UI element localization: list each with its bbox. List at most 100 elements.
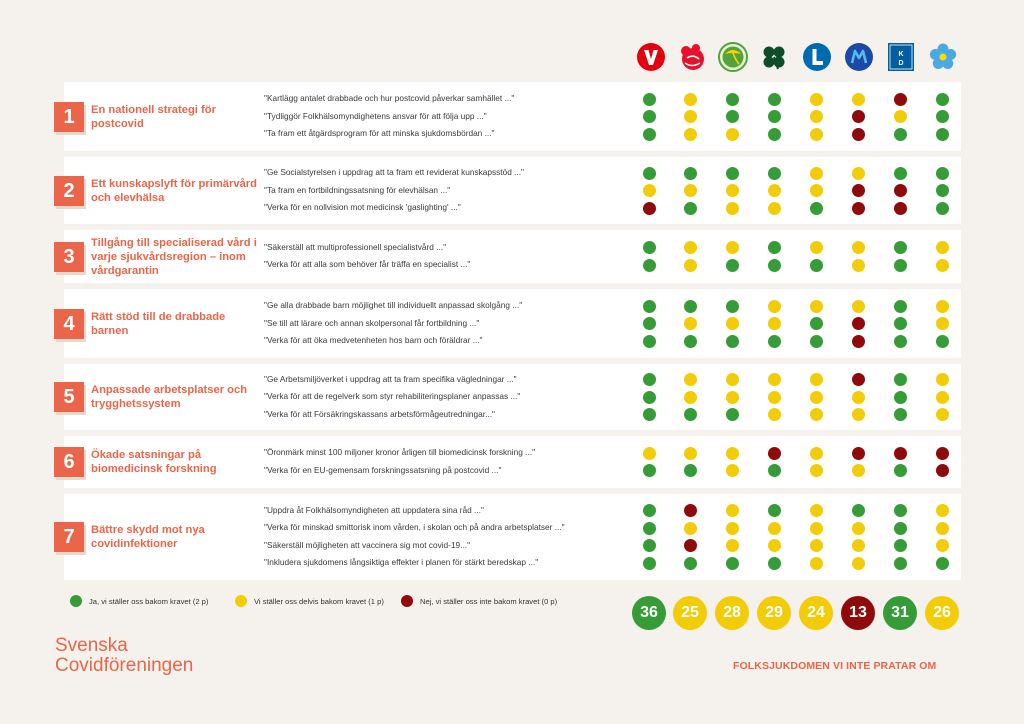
rating-dot-l bbox=[809, 539, 823, 553]
demand-text: "Kartlägg antalet drabbade och hur postc… bbox=[264, 93, 515, 103]
rating-dot-sd bbox=[935, 556, 949, 570]
demand-text: "Ge alla drabbade barn möjlighet till in… bbox=[264, 300, 523, 310]
l-logo-icon bbox=[802, 42, 832, 72]
rating-dot-c bbox=[767, 408, 781, 421]
rating-dot-mp bbox=[725, 446, 739, 460]
yellow-dot-icon bbox=[235, 595, 247, 607]
brand-logo-text: Svenska Covidföreningen bbox=[55, 636, 193, 676]
section-title: Tillgång till specialiserad vård i varje… bbox=[91, 236, 257, 277]
brand-line-1: Svenska bbox=[55, 635, 128, 656]
rating-dot-sd bbox=[935, 521, 949, 535]
rating-dot-sd bbox=[935, 446, 949, 460]
brand-line-2: Covidföreningen bbox=[55, 655, 194, 676]
rating-dot-kd bbox=[893, 241, 907, 255]
section-number-badge: 6 bbox=[54, 447, 84, 477]
rating-dot-l bbox=[809, 408, 823, 421]
rating-dot-sd bbox=[935, 539, 949, 553]
section-title: Rätt stöd till de drabbade barnen bbox=[91, 310, 226, 337]
svg-text:D: D bbox=[898, 60, 903, 67]
rating-dot-mp bbox=[725, 408, 739, 421]
rating-dot-kd bbox=[893, 184, 907, 197]
demand-text: "Verka för en nollvision mot medicinsk '… bbox=[264, 202, 461, 212]
rating-dot-m bbox=[851, 504, 865, 518]
rating-dot-mp bbox=[725, 184, 739, 197]
rating-dot-s bbox=[683, 258, 697, 272]
rating-dot-m bbox=[851, 539, 865, 553]
rating-dot-c bbox=[767, 464, 781, 478]
rating-dot-v bbox=[642, 166, 656, 180]
rating-dot-kd bbox=[893, 127, 907, 141]
section-number-badge: 1 bbox=[54, 101, 84, 132]
demand-text: "Verka för att alla som behöver får träf… bbox=[264, 259, 471, 270]
c-clover-logo-icon bbox=[759, 42, 789, 72]
section-title: Anpassade arbetsplatser och trygghetssys… bbox=[91, 384, 248, 410]
rating-dot-mp bbox=[725, 556, 739, 570]
rating-dot-sd bbox=[935, 110, 949, 123]
rating-dot-mp bbox=[725, 521, 739, 535]
rating-dot-s bbox=[683, 92, 697, 106]
rating-dot-s bbox=[683, 241, 697, 255]
total-score-s: 25 bbox=[673, 596, 707, 630]
rating-dot-v bbox=[642, 110, 656, 123]
section-title: Bättre skydd mot nya covidinfektioner bbox=[91, 524, 205, 550]
demand-text: "Ta fram en fortbildningssatsning för el… bbox=[264, 184, 451, 195]
rating-dot-s bbox=[683, 446, 697, 460]
rating-dot-v bbox=[642, 373, 656, 386]
rating-dot-s bbox=[683, 127, 697, 141]
demand-text: "Ta fram ett åtgärdsprogram för att mins… bbox=[264, 128, 495, 138]
rating-dot-mp bbox=[725, 334, 739, 348]
rating-dot-sd bbox=[935, 408, 949, 421]
total-score-c: 29 bbox=[757, 596, 791, 630]
rating-dot-kd bbox=[893, 446, 907, 460]
rating-dot-mp bbox=[725, 539, 739, 553]
rating-dot-v bbox=[642, 241, 656, 255]
rating-dot-sd bbox=[935, 373, 949, 386]
rating-dot-c bbox=[767, 373, 781, 386]
sd-flower-logo-icon bbox=[928, 42, 958, 72]
legend-label: Nej, vi ställer oss inte bakom kravet (0… bbox=[420, 596, 558, 606]
rating-dot-v bbox=[642, 464, 656, 478]
rating-dot-m bbox=[851, 408, 865, 421]
section-number-badge: 4 bbox=[54, 308, 84, 339]
green-dot-icon bbox=[70, 595, 82, 607]
s-rose-logo-icon bbox=[677, 42, 707, 72]
rating-dot-m bbox=[851, 241, 865, 255]
section-title: Ökade satsningar på biomedicinsk forskni… bbox=[91, 449, 217, 475]
red-dot-icon bbox=[401, 595, 413, 607]
rating-dot-mp bbox=[725, 201, 739, 215]
rating-dot-v bbox=[642, 521, 656, 535]
rating-dot-v bbox=[642, 299, 656, 313]
rating-dot-s bbox=[683, 317, 697, 330]
rating-dot-m bbox=[851, 127, 865, 141]
rating-dot-mp bbox=[725, 464, 739, 478]
rating-dot-kd bbox=[893, 110, 907, 123]
rating-dot-m bbox=[851, 92, 865, 106]
rating-dot-m bbox=[851, 446, 865, 460]
rating-dot-c bbox=[767, 334, 781, 348]
rating-dot-m bbox=[851, 110, 865, 123]
legend-label: Vi ställer oss delvis bakom kravet (1 p) bbox=[254, 596, 384, 606]
demand-text: "Öronmärk minst 100 miljoner kronor årli… bbox=[264, 447, 536, 458]
rating-dot-sd bbox=[935, 127, 949, 141]
rating-dot-c bbox=[767, 539, 781, 553]
section-card: 3 Tillgång till specialiserad vård i varj… bbox=[54, 230, 961, 283]
rating-dot-c bbox=[767, 241, 781, 255]
demand-text: "Verka för att öka medvetenheten hos bar… bbox=[264, 335, 483, 345]
demand-text: "Verka för att de regelverk som styr reh… bbox=[264, 391, 521, 401]
total-score-v: 36 bbox=[632, 596, 666, 630]
legend-item-yes: Ja, vi ställer oss bakom kravet (2 p) bbox=[70, 595, 208, 607]
section-number-badge: 5 bbox=[54, 382, 84, 412]
total-score-m: 13 bbox=[841, 596, 875, 630]
rating-dot-m bbox=[851, 201, 865, 215]
rating-dot-sd bbox=[935, 201, 949, 215]
rating-dot-s bbox=[683, 334, 697, 348]
rating-dot-s bbox=[683, 201, 697, 215]
rating-dot-c bbox=[767, 521, 781, 535]
rating-dot-l bbox=[809, 241, 823, 255]
rating-dot-s bbox=[683, 504, 697, 518]
rating-dot-m bbox=[851, 556, 865, 570]
rating-dot-s bbox=[683, 373, 697, 386]
rating-dot-c bbox=[767, 504, 781, 518]
rating-dot-mp bbox=[725, 127, 739, 141]
